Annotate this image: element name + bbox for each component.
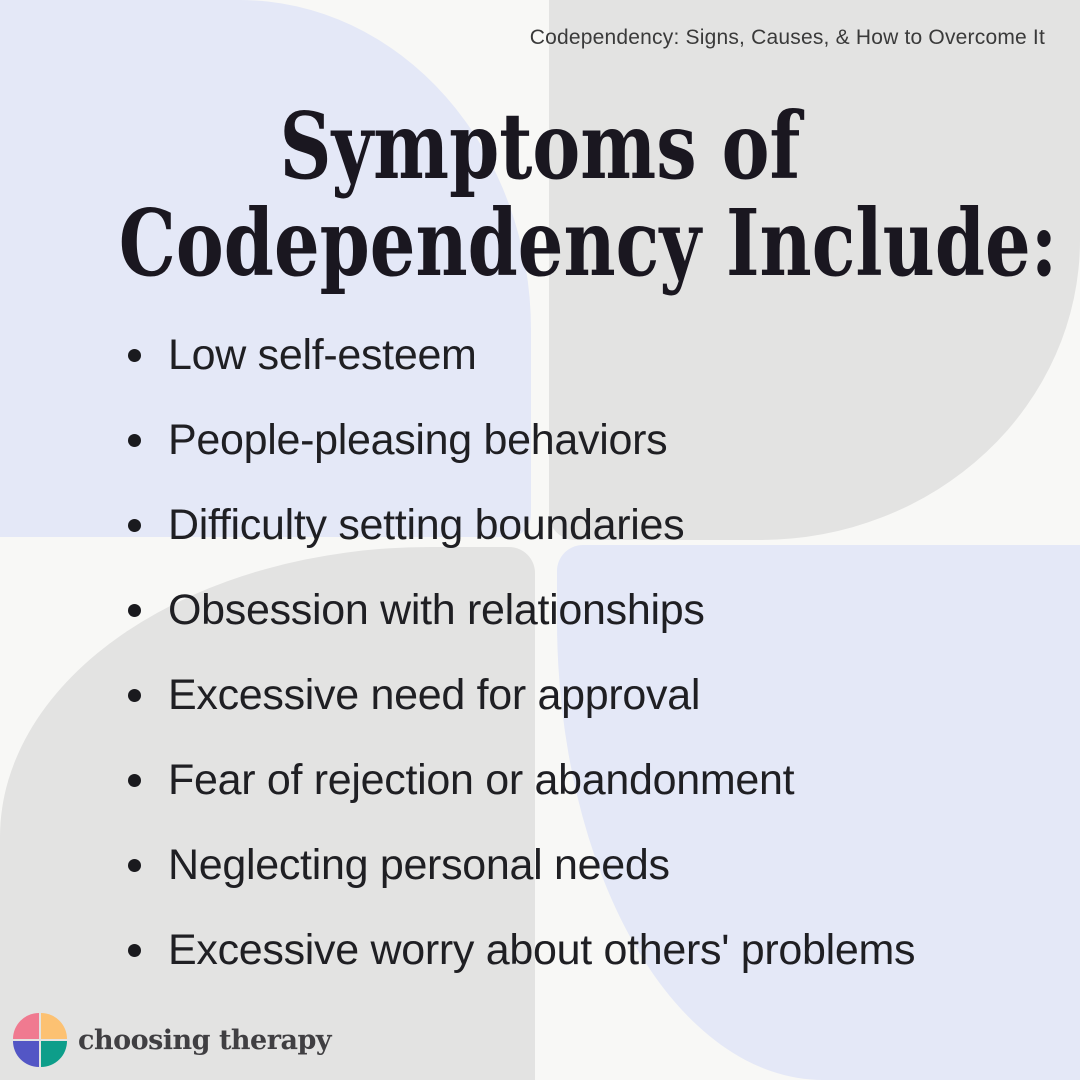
- bullet-dot: [128, 434, 141, 447]
- symptom-text: Low self-esteem: [168, 331, 477, 379]
- article-title-label: Codependency: Signs, Causes, & How to Ov…: [529, 26, 1045, 49]
- symptom-list-item: Excessive worry about others' problems: [128, 908, 916, 993]
- page-title-line-1: Symptoms of: [279, 92, 801, 200]
- choosing-therapy-flower-icon: [13, 1013, 67, 1067]
- symptom-text: Difficulty setting boundaries: [168, 501, 685, 549]
- symptom-text: People-pleasing behaviors: [168, 416, 668, 464]
- symptom-list-item: Neglecting personal needs: [128, 823, 915, 908]
- bullet-dot: [128, 604, 141, 617]
- bullet-dot: [128, 944, 141, 957]
- bullet-dot: [128, 859, 141, 872]
- brand-logo: choosing therapy: [13, 1013, 332, 1067]
- bullet-dot: [128, 349, 141, 362]
- symptom-list-item: Excessive need for approval: [128, 653, 915, 738]
- logo-petal-teal: [41, 1041, 67, 1067]
- symptom-text: Obsession with relationships: [168, 586, 705, 634]
- symptom-text: Neglecting personal needs: [168, 841, 670, 889]
- logo-petal-orange: [41, 1013, 67, 1039]
- bullet-dot: [128, 519, 141, 532]
- symptom-text: Excessive worry about others' problems: [168, 926, 916, 974]
- symptom-text: Fear of rejection or abandonment: [168, 756, 795, 804]
- symptom-list: Low self-esteem People-pleasing behavior…: [128, 313, 916, 993]
- logo-petal-indigo: [13, 1041, 39, 1067]
- page-title: Symptoms of Codependency Include:: [118, 92, 1058, 297]
- brand-wordmark: choosing therapy: [78, 1024, 332, 1056]
- bullet-dot: [128, 689, 141, 702]
- logo-petal-pink: [13, 1013, 39, 1039]
- symptom-list-item: Low self-esteem: [128, 313, 915, 398]
- symptom-text: Excessive need for approval: [168, 671, 701, 719]
- symptom-list-item: Fear of rejection or abandonment: [128, 738, 915, 823]
- page-title-line-2: Codependency Include:: [118, 189, 1058, 297]
- symptom-list-item: Difficulty setting boundaries: [128, 483, 915, 568]
- symptom-list-item: People-pleasing behaviors: [128, 398, 915, 483]
- symptom-list-item: Obsession with relationships: [128, 568, 915, 653]
- bullet-dot: [128, 774, 141, 787]
